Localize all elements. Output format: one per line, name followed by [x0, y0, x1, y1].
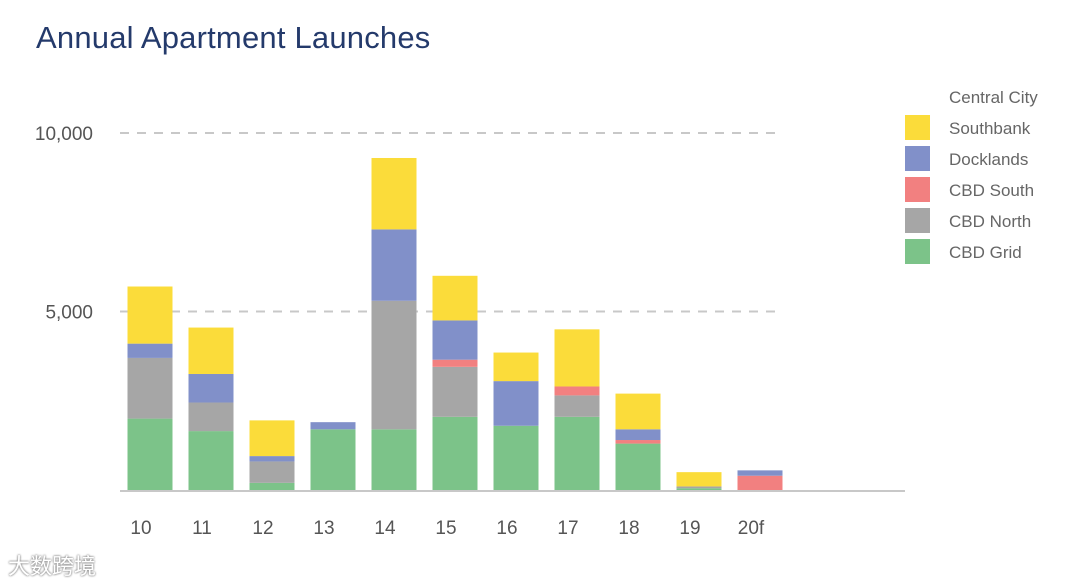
bar-segment-docklands — [249, 456, 295, 462]
bar-segment-cbd-north — [676, 486, 722, 489]
x-tick-label: 16 — [496, 518, 517, 539]
legend-swatch — [905, 208, 930, 233]
axes: 5,000 10,000 10 11 12 13 14 15 16 17 18 19 20f — [35, 124, 905, 539]
bar-segment-cbd-south — [737, 475, 783, 490]
y-tick-label: 10,000 — [35, 124, 93, 145]
bar-segment-cbd-grid — [676, 488, 722, 490]
y-tick-label: 5,000 — [45, 303, 93, 324]
bar-segment-cbd-north — [554, 395, 600, 417]
bar-segment-cbd-north — [371, 300, 417, 430]
bar-segment-southbank — [554, 329, 600, 387]
legend-label: CBD South — [949, 181, 1034, 200]
x-tick-label: 11 — [192, 518, 212, 539]
bar-segment-cbd-grid — [249, 482, 295, 490]
x-tick-label: 14 — [374, 518, 396, 539]
bar-segment-southbank — [432, 275, 478, 321]
watermark-logo: 大数跨境 — [8, 555, 97, 580]
bar-segment-docklands — [127, 343, 173, 358]
legend-title: Central City — [949, 88, 1038, 107]
x-tick-label: 17 — [557, 518, 578, 539]
bar-segment-cbd-north — [188, 402, 234, 432]
bar-segment-southbank — [493, 352, 539, 382]
bar-segment-cbd-north — [249, 461, 295, 483]
bar-segment-cbd-south — [554, 386, 600, 396]
bar-segment-cbd-north — [432, 366, 478, 417]
bar-segment-docklands — [371, 229, 417, 301]
bar-segment-docklands — [432, 320, 478, 360]
bar-segment-southbank — [371, 157, 417, 230]
legend-label: CBD North — [949, 212, 1031, 231]
bar-segment-cbd-grid — [371, 429, 417, 490]
bar-segment-cbd-grid — [615, 443, 661, 490]
bar-segment-cbd-grid — [188, 431, 234, 490]
legend-swatch — [905, 115, 930, 140]
legend-swatch — [905, 239, 930, 264]
x-tick-label: 18 — [618, 518, 639, 539]
x-tick-label: 13 — [313, 518, 334, 539]
x-tick-label: 12 — [252, 518, 273, 539]
legend-swatch — [905, 177, 930, 202]
bar-segment-cbd-south — [432, 359, 478, 367]
legend: Central City Southbank Docklands CBD South C… — [905, 88, 1038, 264]
x-tick-label: 20f — [738, 518, 765, 539]
legend-label: Docklands — [949, 150, 1028, 169]
bar-segment-southbank — [615, 393, 661, 430]
bar-segment-southbank — [676, 472, 722, 487]
bar-segment-docklands — [737, 470, 783, 476]
bar-segment-cbd-north — [127, 357, 173, 419]
bar-segment-southbank — [249, 420, 295, 457]
legend-label: Southbank — [949, 119, 1031, 138]
bar-segment-cbd-grid — [432, 416, 478, 490]
x-tick-label: 10 — [130, 518, 151, 539]
bar-segment-cbd-grid — [310, 429, 356, 490]
bar-segment-southbank — [127, 286, 173, 344]
bar-segment-cbd-grid — [127, 418, 173, 490]
bar-segment-southbank — [188, 327, 234, 374]
bar-segment-docklands — [310, 422, 356, 430]
bar-segment-docklands — [493, 381, 539, 426]
legend-swatch — [905, 146, 930, 171]
bar-segment-cbd-grid — [493, 425, 539, 490]
x-tick-label: 19 — [679, 518, 700, 539]
bar-segment-docklands — [615, 429, 661, 441]
x-tick-label: 15 — [435, 518, 456, 539]
bar-segment-cbd-grid — [554, 416, 600, 490]
bars — [127, 157, 783, 490]
bar-segment-docklands — [188, 373, 234, 403]
legend-label: CBD Grid — [949, 243, 1022, 262]
chart-title: Annual Apartment Launches — [36, 20, 431, 55]
bar-segment-cbd-south — [615, 440, 661, 444]
